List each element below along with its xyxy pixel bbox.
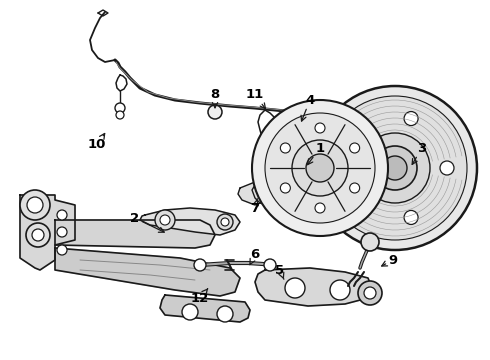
Circle shape bbox=[364, 287, 376, 299]
Text: 6: 6 bbox=[250, 248, 260, 265]
Circle shape bbox=[404, 211, 418, 224]
Polygon shape bbox=[55, 220, 215, 248]
Circle shape bbox=[280, 183, 291, 193]
Circle shape bbox=[155, 210, 175, 230]
Circle shape bbox=[404, 112, 418, 126]
Circle shape bbox=[383, 156, 407, 180]
Polygon shape bbox=[140, 208, 240, 235]
Text: 7: 7 bbox=[250, 199, 260, 215]
Circle shape bbox=[57, 227, 67, 237]
Circle shape bbox=[27, 197, 43, 213]
Circle shape bbox=[306, 154, 334, 182]
Circle shape bbox=[350, 143, 360, 153]
Circle shape bbox=[265, 113, 375, 223]
Circle shape bbox=[285, 278, 305, 298]
Circle shape bbox=[346, 130, 360, 144]
Polygon shape bbox=[160, 295, 250, 322]
Circle shape bbox=[115, 103, 125, 113]
Circle shape bbox=[315, 123, 325, 133]
Circle shape bbox=[194, 259, 206, 271]
Polygon shape bbox=[255, 268, 372, 306]
Circle shape bbox=[313, 86, 477, 250]
Text: 11: 11 bbox=[246, 89, 266, 109]
Circle shape bbox=[358, 281, 382, 305]
Circle shape bbox=[373, 146, 417, 190]
Circle shape bbox=[182, 304, 198, 320]
Circle shape bbox=[264, 259, 276, 271]
Circle shape bbox=[217, 306, 233, 322]
Circle shape bbox=[208, 105, 222, 119]
Circle shape bbox=[26, 223, 50, 247]
Polygon shape bbox=[252, 183, 278, 205]
Polygon shape bbox=[238, 182, 272, 205]
Circle shape bbox=[57, 210, 67, 220]
Circle shape bbox=[221, 218, 229, 226]
Polygon shape bbox=[20, 195, 75, 270]
Circle shape bbox=[252, 100, 388, 236]
Circle shape bbox=[315, 203, 325, 213]
Circle shape bbox=[20, 190, 50, 220]
Circle shape bbox=[280, 143, 291, 153]
Text: 9: 9 bbox=[382, 253, 397, 266]
Circle shape bbox=[361, 233, 379, 251]
Circle shape bbox=[57, 245, 67, 255]
Text: 3: 3 bbox=[412, 141, 427, 165]
Polygon shape bbox=[258, 138, 295, 185]
Text: 1: 1 bbox=[308, 141, 324, 165]
Circle shape bbox=[116, 111, 124, 119]
Text: 8: 8 bbox=[210, 89, 220, 108]
Circle shape bbox=[32, 229, 44, 241]
Circle shape bbox=[160, 215, 170, 225]
Text: 5: 5 bbox=[275, 264, 285, 279]
Text: 12: 12 bbox=[191, 289, 209, 305]
Text: 2: 2 bbox=[130, 211, 164, 232]
Text: 4: 4 bbox=[301, 94, 315, 121]
Circle shape bbox=[346, 192, 360, 206]
Polygon shape bbox=[55, 248, 240, 296]
Circle shape bbox=[292, 140, 348, 196]
Circle shape bbox=[217, 214, 233, 230]
Circle shape bbox=[323, 96, 467, 240]
Text: 10: 10 bbox=[88, 134, 106, 152]
Circle shape bbox=[440, 161, 454, 175]
Circle shape bbox=[360, 133, 430, 203]
Circle shape bbox=[330, 280, 350, 300]
Circle shape bbox=[350, 183, 360, 193]
